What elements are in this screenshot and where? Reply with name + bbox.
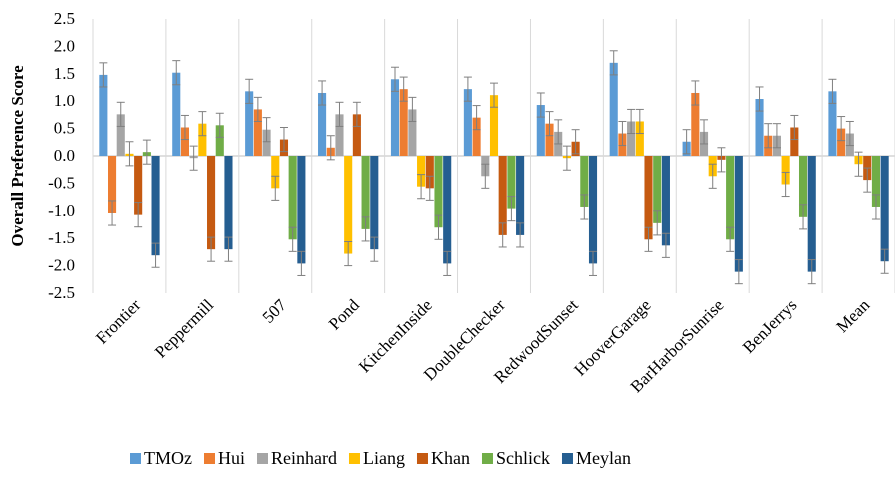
category-label: BenJerrys: [739, 295, 801, 357]
legend-label: Meylan: [576, 448, 631, 468]
legend-item: Meylan: [562, 448, 631, 468]
legend-swatch: [349, 453, 360, 464]
y-tick-label: 2.5: [54, 9, 75, 28]
bar: [662, 156, 670, 245]
y-tick-label: 1.0: [54, 91, 75, 110]
legend-swatch: [130, 453, 141, 464]
legend-label: Liang: [363, 448, 405, 468]
legend-label: Reinhard: [271, 448, 337, 468]
bar: [589, 156, 597, 263]
legend-item: TMOz: [130, 448, 192, 468]
y-tick-label: -2.0: [48, 256, 75, 275]
category-label: Pond: [325, 295, 364, 334]
bar: [735, 156, 743, 272]
legend-swatch: [257, 453, 268, 464]
bar: [881, 156, 889, 261]
y-tick-label: -1.5: [48, 228, 75, 247]
bar: [207, 156, 215, 249]
category-label: Mean: [833, 295, 874, 336]
category-label: Peppermill: [151, 295, 217, 361]
category-label: 507: [259, 295, 291, 327]
y-tick-label: 0.0: [54, 146, 75, 165]
bar: [370, 156, 378, 249]
legend-item: Khan: [417, 448, 470, 468]
bar: [443, 156, 451, 263]
y-tick-label: -0.5: [48, 173, 75, 192]
category-label: Frontier: [92, 295, 144, 347]
legend-item: Liang: [349, 448, 405, 468]
legend-swatch: [562, 453, 573, 464]
legend-item: Hui: [204, 448, 245, 468]
y-tick-label: 0.5: [54, 119, 75, 138]
legend-swatch: [417, 453, 428, 464]
legend-swatch: [482, 453, 493, 464]
y-tick-label: -2.5: [48, 283, 75, 302]
bar: [808, 156, 816, 272]
legend-label: TMOz: [144, 448, 192, 468]
legend-item: Schlick: [482, 448, 550, 468]
legend-label: Schlick: [496, 448, 550, 468]
bar: [344, 156, 352, 254]
bars-layer: [99, 51, 888, 284]
legend-label: Khan: [431, 448, 470, 468]
bar: [297, 156, 305, 263]
bar: [152, 156, 160, 255]
category-label: KitchenInside: [355, 295, 436, 376]
bar: [610, 63, 618, 156]
legend: TMOz Hui Reinhard Liang Khan Schlick Meylan: [130, 448, 631, 468]
legend-swatch: [204, 453, 215, 464]
y-tick-label: 1.5: [54, 64, 75, 83]
y-tick-label: -1.0: [48, 201, 75, 220]
bar: [224, 156, 232, 249]
legend-label: Hui: [218, 448, 245, 468]
y-tick-label: 2.0: [54, 36, 75, 55]
axis-layer: 2.5 2.0 1.5 1.0 0.5 0.0 -0.5 -1.0 -1.5 -2.0 -2.5 Fr…: [48, 9, 874, 396]
legend-item: Reinhard: [257, 448, 337, 468]
y-axis-title: Overall Preference Score: [8, 65, 27, 247]
